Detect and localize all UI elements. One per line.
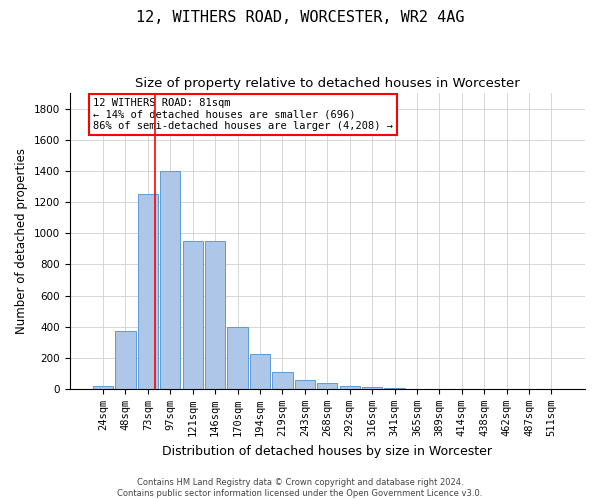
Bar	[272, 372, 293, 389]
Bar	[317, 384, 337, 389]
Bar	[340, 386, 360, 389]
Bar	[138, 194, 158, 389]
Text: Contains HM Land Registry data © Crown copyright and database right 2024.
Contai: Contains HM Land Registry data © Crown c…	[118, 478, 482, 498]
Bar	[115, 330, 136, 389]
Text: 12 WITHERS ROAD: 81sqm
← 14% of detached houses are smaller (696)
86% of semi-de: 12 WITHERS ROAD: 81sqm ← 14% of detached…	[93, 98, 393, 131]
Bar	[182, 241, 203, 389]
Bar	[295, 380, 315, 389]
Bar	[227, 326, 248, 389]
Bar	[385, 388, 404, 389]
Text: 12, WITHERS ROAD, WORCESTER, WR2 4AG: 12, WITHERS ROAD, WORCESTER, WR2 4AG	[136, 10, 464, 25]
Bar	[93, 386, 113, 389]
Bar	[160, 171, 181, 389]
X-axis label: Distribution of detached houses by size in Worcester: Distribution of detached houses by size …	[162, 444, 492, 458]
Bar	[205, 241, 225, 389]
Y-axis label: Number of detached properties: Number of detached properties	[15, 148, 28, 334]
Bar	[250, 354, 270, 389]
Title: Size of property relative to detached houses in Worcester: Size of property relative to detached ho…	[135, 78, 520, 90]
Bar	[362, 388, 382, 389]
